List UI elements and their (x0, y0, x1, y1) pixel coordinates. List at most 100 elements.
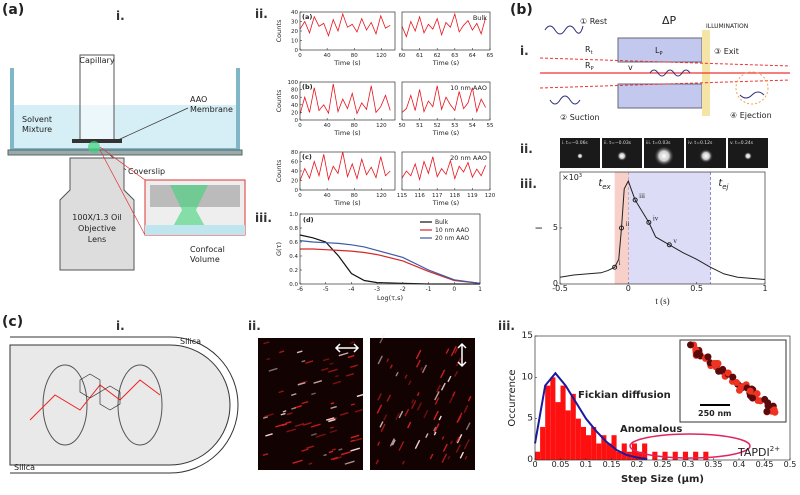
streak (404, 408, 410, 417)
label: R (585, 61, 591, 70)
confocal-volume (170, 185, 208, 232)
axis-title: Occurrence (507, 369, 518, 426)
streak (377, 355, 383, 365)
streak (332, 448, 336, 451)
streak (282, 423, 288, 427)
panel-label: (a) (2, 2, 24, 18)
y-tick-label: 0 (295, 188, 299, 194)
y-tick-label: 80 (291, 150, 298, 156)
inset-dot (746, 387, 754, 395)
particle-blob (577, 153, 583, 159)
region-label: tej (718, 178, 728, 191)
inset-dot (711, 359, 719, 367)
multiplier: ×10 (562, 173, 579, 182)
plot-tag: (a) (302, 13, 312, 21)
x-tick-label: 119 (467, 193, 478, 199)
streak (435, 384, 441, 393)
region-label: t (598, 178, 603, 189)
streak (463, 439, 470, 450)
streak (338, 352, 349, 357)
y-tick-label: 10 (522, 372, 534, 382)
event-point (666, 242, 672, 248)
x-tick-label: 40 (324, 193, 331, 199)
microscopy-image (258, 338, 363, 470)
streak (278, 350, 285, 354)
streak (420, 366, 424, 371)
x-tick-label: -3 (374, 286, 380, 293)
streak (380, 423, 386, 432)
streak (356, 393, 364, 398)
label: Lens (88, 235, 106, 244)
streak (398, 410, 404, 419)
y-tick-label: 0.4 (289, 254, 298, 260)
event-point (632, 197, 638, 203)
streak (306, 445, 315, 449)
plot-tag: (b) (302, 83, 313, 91)
label: ③ Exit (714, 47, 739, 56)
streak (285, 420, 292, 425)
silica-wall (10, 336, 239, 474)
streak (268, 367, 278, 372)
streak (423, 409, 429, 419)
streak (313, 380, 323, 384)
streak (456, 412, 463, 423)
x-tick-label: 1 (478, 286, 482, 293)
streak (301, 448, 309, 452)
fit-label: Fickian diffusion (578, 390, 671, 401)
streak (398, 441, 405, 451)
label: ④ Ejection (730, 111, 772, 120)
streak (383, 414, 388, 421)
panel-label: (b) (510, 2, 533, 18)
trace (299, 151, 391, 182)
inset-dot (763, 407, 771, 415)
streak (434, 391, 440, 401)
y-tick-label: 0.2 (289, 268, 298, 274)
x-tick-label: 0.2 (631, 460, 644, 469)
inset-dot (729, 373, 737, 381)
x-tick-label: 0 (298, 123, 302, 129)
histogram-bar (693, 451, 699, 460)
streak (305, 360, 314, 364)
histogram-bar (672, 451, 678, 460)
label: 100X/1.3 Oil (72, 213, 121, 222)
streak (323, 453, 327, 457)
streak (311, 392, 316, 396)
streak (415, 359, 421, 368)
streak (308, 462, 313, 465)
label: v (628, 63, 633, 72)
inset-dot (732, 379, 740, 387)
particle-blob (699, 149, 713, 163)
label: Volume (190, 255, 220, 264)
label: Objective (78, 224, 116, 233)
molecule (79, 373, 121, 411)
x-tick-label: 0.25 (654, 460, 672, 469)
multiplier: 3 (579, 173, 582, 179)
trace (299, 12, 391, 37)
streak (339, 412, 349, 416)
label: Confocal (190, 245, 225, 254)
y-tick-label: 0.6 (289, 240, 298, 246)
inset-dot (761, 395, 769, 403)
streak (327, 417, 337, 422)
streak (265, 433, 273, 437)
x-tick-label: 80 (351, 193, 358, 199)
plot-tag: (d) (303, 216, 314, 224)
streak (350, 434, 360, 439)
streak (263, 341, 270, 345)
streak (456, 437, 461, 443)
x-axis-title: Step Size (μm) (621, 474, 704, 485)
histogram-bar (540, 426, 546, 460)
streak (345, 372, 355, 377)
streak (379, 421, 384, 428)
y-tick-label: 0 (295, 118, 299, 124)
histogram-bar (586, 435, 592, 460)
label: Silica (14, 463, 35, 472)
region-label: t (718, 178, 723, 189)
streak (433, 410, 439, 421)
streak (301, 360, 306, 363)
trace (401, 85, 486, 114)
streak (379, 334, 386, 344)
label: Membrane (190, 105, 233, 114)
plot-name: 10 nm AAO (450, 84, 487, 92)
cover (145, 225, 245, 235)
